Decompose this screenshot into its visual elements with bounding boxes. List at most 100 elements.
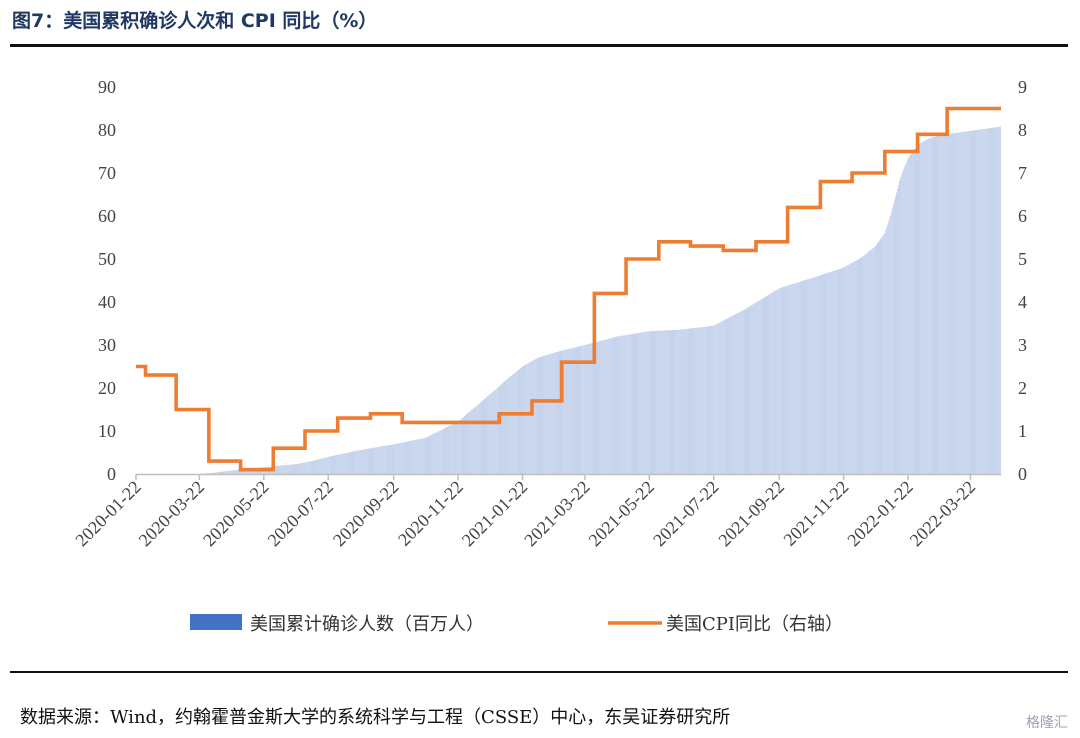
cases-bar bbox=[533, 359, 535, 474]
cases-bar bbox=[624, 335, 626, 474]
cases-bar bbox=[446, 427, 447, 474]
cases-bar bbox=[586, 344, 588, 474]
cases-bar bbox=[315, 460, 316, 474]
cases-bar bbox=[349, 452, 350, 474]
cases-bar bbox=[231, 470, 233, 474]
cases-bar bbox=[936, 136, 937, 474]
cases-bar bbox=[964, 131, 966, 474]
cases-bar bbox=[667, 330, 669, 474]
cases-bar bbox=[237, 469, 238, 474]
cpi-line bbox=[136, 106, 1001, 472]
cases-bar bbox=[874, 246, 876, 474]
cases-bar bbox=[946, 134, 948, 474]
cases-bar bbox=[675, 329, 677, 474]
cases-bar bbox=[489, 394, 491, 474]
cases-bar bbox=[895, 196, 896, 474]
cases-bar bbox=[226, 471, 228, 474]
cases-bar bbox=[652, 331, 653, 474]
cases-bar bbox=[585, 344, 587, 474]
cases-bar bbox=[905, 163, 907, 474]
cases-bar bbox=[205, 473, 207, 474]
cases-bar bbox=[303, 462, 305, 474]
cases-bar bbox=[686, 328, 688, 475]
cases-bar bbox=[692, 328, 693, 474]
cases-bar bbox=[682, 329, 684, 474]
cases-bar bbox=[466, 414, 467, 474]
cases-bar bbox=[531, 360, 533, 474]
cases-bar bbox=[400, 442, 402, 474]
cases-bar bbox=[872, 247, 874, 474]
cases-bar bbox=[282, 465, 284, 474]
cases-bar bbox=[763, 298, 764, 474]
cases-bar bbox=[452, 424, 454, 474]
cases-bar bbox=[460, 418, 462, 474]
cases-bar bbox=[520, 368, 521, 474]
cases-bar bbox=[239, 469, 240, 474]
cases-bar bbox=[572, 347, 574, 474]
cases-bar bbox=[377, 447, 379, 474]
cases-bar bbox=[858, 259, 859, 474]
cases-bar bbox=[878, 241, 879, 474]
cases-bar bbox=[806, 279, 808, 474]
cases-bar bbox=[982, 129, 984, 474]
cases-bar bbox=[930, 137, 932, 474]
left-y-tick-label: 60 bbox=[98, 206, 116, 226]
cases-bar bbox=[335, 455, 336, 474]
cases-bar bbox=[792, 283, 794, 474]
cases-bar bbox=[332, 455, 333, 474]
cases-bar bbox=[913, 150, 914, 474]
cases-bar bbox=[998, 126, 1000, 475]
cases-bar bbox=[733, 315, 735, 474]
cases-bar bbox=[330, 456, 331, 474]
cases-bar bbox=[764, 297, 765, 474]
cases-bar bbox=[778, 288, 780, 474]
cases-bar bbox=[592, 342, 594, 474]
cases-bar bbox=[680, 329, 682, 474]
cases-bar bbox=[986, 128, 988, 474]
cases-bar bbox=[343, 453, 345, 474]
cases-bar bbox=[606, 339, 608, 474]
x-tick-label: 2021-03-22 bbox=[520, 477, 594, 551]
cases-bar bbox=[543, 355, 545, 474]
cases-bar bbox=[517, 369, 519, 474]
cases-bar bbox=[378, 446, 380, 474]
cases-bar bbox=[532, 360, 534, 474]
cases-bar bbox=[991, 127, 992, 474]
cases-bar bbox=[734, 314, 736, 474]
cases-bar bbox=[860, 258, 861, 474]
cases-bar bbox=[769, 294, 771, 474]
cases-bar bbox=[544, 355, 546, 474]
cases-bar bbox=[434, 433, 436, 474]
cases-bar bbox=[500, 385, 501, 474]
cases-bar bbox=[641, 332, 643, 474]
cases-bar bbox=[909, 155, 911, 474]
cases-bar bbox=[407, 441, 408, 474]
legend-swatch-cases bbox=[190, 614, 242, 630]
cases-bar bbox=[780, 287, 782, 474]
cases-bar bbox=[563, 350, 565, 474]
cases-bar bbox=[570, 348, 572, 474]
right-y-tick-label: 2 bbox=[1018, 378, 1027, 398]
cases-bar bbox=[513, 373, 515, 474]
cases-bar bbox=[659, 330, 661, 474]
cases-bar bbox=[753, 303, 755, 474]
cases-bar bbox=[729, 317, 730, 474]
cases-bar bbox=[286, 464, 288, 474]
cases-bar bbox=[352, 451, 353, 474]
cases-bar bbox=[293, 464, 294, 474]
cases-bar bbox=[657, 330, 659, 474]
cases-bar bbox=[785, 286, 786, 474]
cases-bar bbox=[927, 138, 929, 474]
cases-bar bbox=[870, 249, 872, 474]
cases-bar bbox=[650, 331, 651, 474]
cases-bar bbox=[919, 143, 921, 474]
cases-bar bbox=[297, 463, 298, 474]
right-y-tick-label: 5 bbox=[1018, 249, 1027, 269]
cases-bar bbox=[700, 327, 702, 474]
left-y-tick-label: 30 bbox=[98, 335, 116, 355]
cases-bar bbox=[791, 284, 793, 474]
cases-bar bbox=[957, 132, 959, 474]
cases-bar bbox=[888, 219, 890, 474]
cases-bar bbox=[709, 326, 710, 474]
cases-bar bbox=[670, 330, 671, 474]
